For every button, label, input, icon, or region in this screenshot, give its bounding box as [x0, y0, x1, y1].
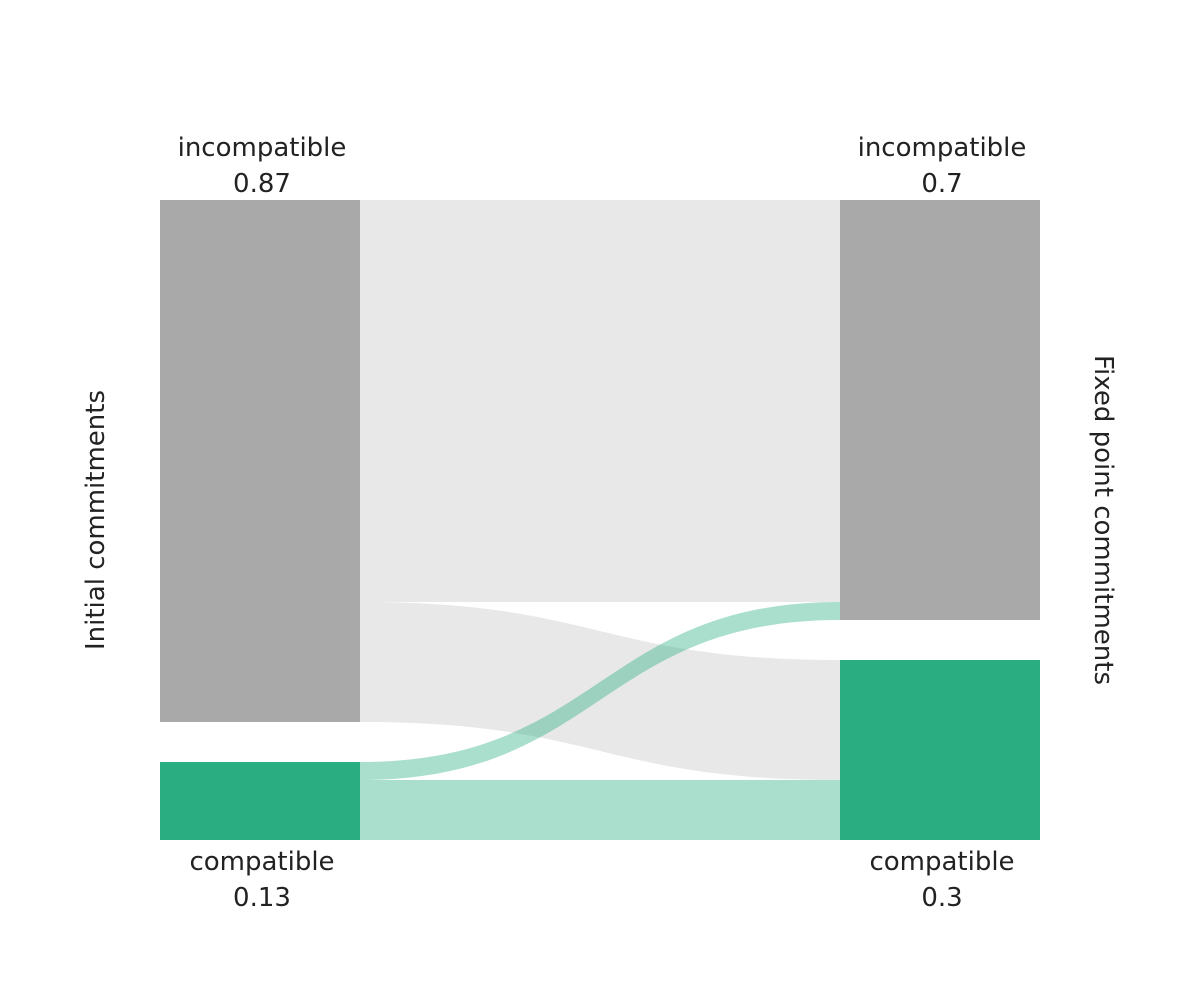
flow-incompatible-to-compatible — [360, 602, 840, 780]
flows-layer — [360, 200, 840, 840]
right-axis-label: Fixed point commitments — [1088, 355, 1118, 685]
left-node-compatible — [160, 762, 360, 840]
right-node-value-incompatible: 0.7 — [921, 169, 962, 199]
left-node-value-incompatible: 0.87 — [233, 169, 291, 199]
left-node-incompatible — [160, 200, 360, 722]
flow-incompatible-to-incompatible — [360, 200, 840, 602]
left-node-value-compatible: 0.13 — [233, 883, 291, 913]
nodes-layer — [160, 200, 1040, 840]
right-node-label-incompatible: incompatible — [858, 133, 1027, 163]
right-node-label-compatible: compatible — [869, 847, 1014, 877]
flow-compatible-to-compatible — [360, 780, 840, 840]
left-node-label-incompatible: incompatible — [178, 133, 347, 163]
right-node-incompatible — [840, 200, 1040, 620]
right-node-compatible — [840, 660, 1040, 840]
labels-layer: incompatible 0.87 compatible 0.13 incompatib… — [178, 133, 1027, 913]
left-node-label-compatible: compatible — [189, 847, 334, 877]
flow-compatible-to-incompatible — [360, 602, 840, 780]
left-axis-label: Initial commitments — [81, 390, 111, 650]
right-node-value-compatible: 0.3 — [921, 883, 962, 913]
